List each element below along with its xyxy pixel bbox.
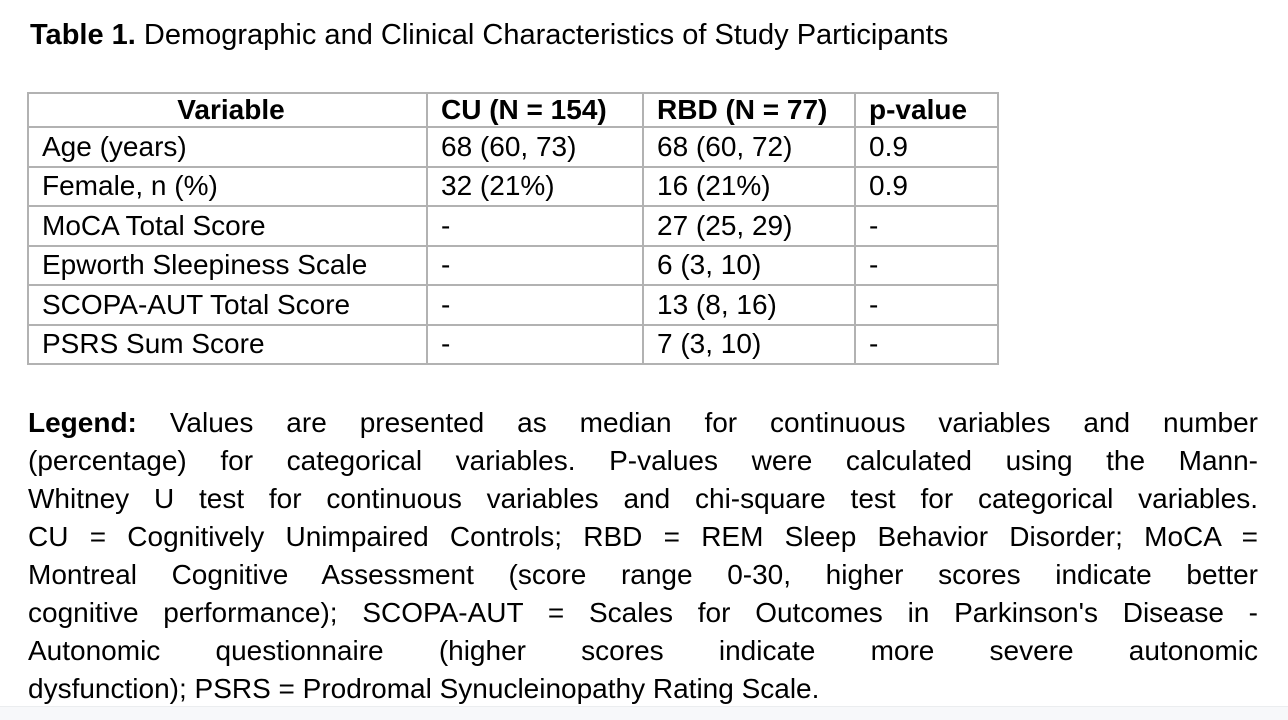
cell-pvalue: - [854, 205, 999, 247]
cell-variable: PSRS Sum Score [27, 323, 428, 365]
cell-cu: 32 (21%) [426, 165, 644, 207]
legend-line-1-text: Values are presented as median for conti… [169, 407, 1258, 438]
table-legend: Legend: Values are presented as median f… [28, 404, 1258, 708]
column-header-rbd: RBD (N = 77) [642, 92, 856, 128]
cell-pvalue: 0.9 [854, 126, 999, 168]
table-caption-label: Table 1. [30, 19, 136, 51]
cell-variable: Female, n (%) [27, 165, 428, 207]
cell-variable: MoCA Total Score [27, 205, 428, 247]
legend-line-3: Whitney U test for continuous variables … [28, 483, 1258, 514]
cell-pvalue: - [854, 284, 999, 326]
legend-line-2: (percentage) for categorical variables. … [28, 445, 1258, 476]
column-header-cu: CU (N = 154) [426, 92, 644, 128]
table-caption-text: Demographic and Clinical Characteristics… [143, 19, 949, 51]
cell-pvalue: - [854, 323, 999, 365]
cell-rbd: 27 (25, 29) [642, 205, 856, 247]
cell-rbd: 6 (3, 10) [642, 244, 856, 286]
column-header-variable: Variable [27, 92, 428, 128]
cell-cu: - [426, 205, 644, 247]
cell-rbd: 16 (21%) [642, 165, 856, 207]
legend-label: Legend: [28, 407, 137, 438]
table-row: Age (years) 68 (60, 73) 68 (60, 72) 0.9 [27, 126, 999, 168]
cell-rbd: 13 (8, 16) [642, 284, 856, 326]
cell-cu: - [426, 323, 644, 365]
cell-cu: - [426, 284, 644, 326]
table-row: Female, n (%) 32 (21%) 16 (21%) 0.9 [27, 165, 999, 207]
cell-variable: Epworth Sleepiness Scale [27, 244, 428, 286]
cell-cu: - [426, 244, 644, 286]
table-row: SCOPA-AUT Total Score - 13 (8, 16) - [27, 284, 999, 326]
cell-variable: SCOPA-AUT Total Score [27, 284, 428, 326]
cell-cu: 68 (60, 73) [426, 126, 644, 168]
table-row: PSRS Sum Score - 7 (3, 10) - [27, 323, 999, 365]
table-header-row: Variable CU (N = 154) RBD (N = 77) p-val… [27, 92, 999, 128]
column-header-pvalue: p-value [854, 92, 999, 128]
cell-pvalue: 0.9 [854, 165, 999, 207]
legend-line-8: dysfunction); PSRS = Prodromal Synuclein… [28, 673, 820, 704]
table-row: Epworth Sleepiness Scale - 6 (3, 10) - [27, 244, 999, 286]
legend-line-6: cognitive performance); SCOPA-AUT = Scal… [28, 597, 1258, 628]
legend-line-5: Montreal Cognitive Assessment (score ran… [28, 559, 1258, 590]
table-row: MoCA Total Score - 27 (25, 29) - [27, 205, 999, 247]
legend-line-4: CU = Cognitively Unimpaired Controls; RB… [28, 521, 1258, 552]
cell-pvalue: - [854, 244, 999, 286]
table-caption: Table 1. Demographic and Clinical Charac… [30, 16, 948, 54]
cell-rbd: 68 (60, 72) [642, 126, 856, 168]
demographics-table: Variable CU (N = 154) RBD (N = 77) p-val… [27, 92, 999, 365]
cell-rbd: 7 (3, 10) [642, 323, 856, 365]
cell-variable: Age (years) [27, 126, 428, 168]
page-bottom-edge [0, 706, 1288, 720]
legend-line-7: Autonomic questionnaire (higher scores i… [28, 635, 1258, 666]
legend-line-1: Legend: Values are presented as median f… [28, 404, 1258, 442]
